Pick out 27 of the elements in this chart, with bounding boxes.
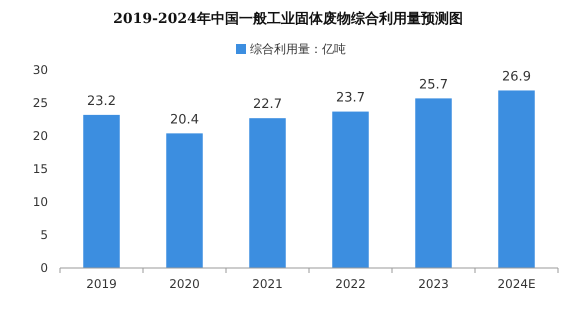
y-tick-label: 30: [32, 63, 48, 77]
bar: [415, 98, 452, 268]
y-tick-label: 10: [32, 195, 48, 209]
x-tick-label: 2023: [418, 277, 449, 291]
x-tick-label: 2024E: [497, 277, 536, 291]
bar: [498, 90, 535, 268]
x-tick-label: 2021: [252, 277, 283, 291]
data-label: 23.7: [336, 90, 365, 106]
y-tick-label: 25: [32, 96, 48, 110]
legend-label: 综合利用量：亿吨: [250, 42, 346, 56]
x-tick-label: 2020: [169, 277, 200, 291]
data-label: 26.9: [502, 69, 531, 84]
data-label: 25.7: [419, 77, 448, 92]
bar: [249, 118, 286, 268]
data-label: 22.7: [253, 97, 282, 112]
chart-title: 2019-2024年中国一般工业固体废物综合利用量预测图: [113, 10, 463, 27]
bar: [83, 114, 120, 268]
y-tick-label: 0: [40, 261, 48, 275]
y-tick-label: 15: [32, 162, 48, 176]
bar: [332, 112, 369, 268]
x-tick-label: 2022: [335, 277, 366, 291]
bar: [166, 133, 203, 268]
x-tick-label: 2019: [86, 277, 117, 291]
data-label: 23.2: [87, 94, 116, 109]
y-tick-label: 20: [32, 129, 48, 143]
data-label: 20.4: [170, 112, 199, 128]
y-tick-label: 5: [40, 228, 48, 242]
